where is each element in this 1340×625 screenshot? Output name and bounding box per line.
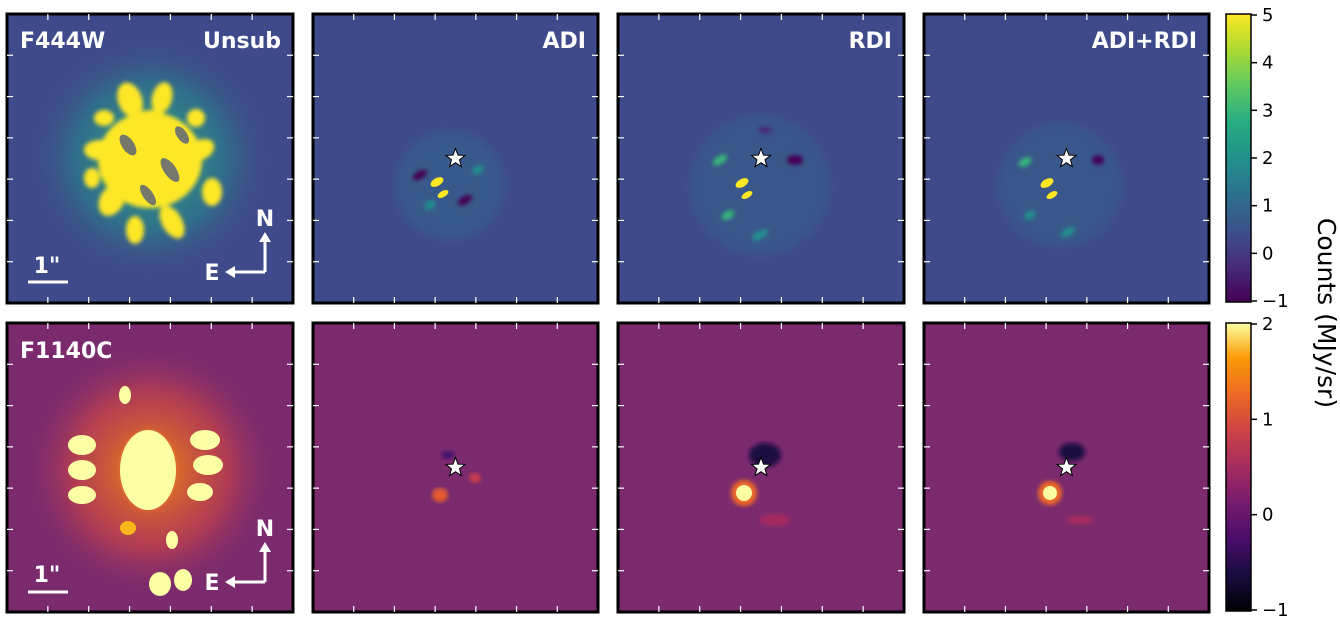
- subtraction-hole: [749, 443, 781, 467]
- label-method-rdi: RDI: [849, 29, 892, 54]
- panel-ticks: [7, 14, 1209, 612]
- scale-bar-row1: 1": [28, 254, 68, 284]
- colorbar-tick-label: 3: [1262, 100, 1273, 121]
- compass-east: E: [204, 261, 219, 286]
- colorbar-ticks: 5 4 3 2 1 0 −1: [1251, 5, 1289, 312]
- star-icon: [1055, 456, 1078, 477]
- colorbar-tick-label: −1: [1262, 600, 1289, 621]
- arrow-left-icon: [225, 576, 235, 588]
- planet-signal: [1038, 481, 1062, 505]
- colorbar-tick-label: −1: [1262, 291, 1289, 312]
- colorbar-viridis: 5 4 3 2 1 0 −1: [1225, 5, 1289, 312]
- panel-f444w-unsub: [5, 12, 295, 305]
- residual-blob: [432, 488, 448, 502]
- residual-speckles: [1018, 155, 1104, 238]
- star-icon: [1055, 147, 1078, 168]
- arrow-up-icon: [259, 542, 271, 552]
- colorbar-tick-label: 2: [1262, 314, 1273, 335]
- colorbar-tick-label: 2: [1262, 148, 1273, 169]
- compass-north: N: [256, 517, 274, 542]
- label-filter-f444w: F444W: [20, 29, 105, 54]
- colorbar-tick-label: 4: [1262, 53, 1273, 74]
- speckle-gaps: [119, 126, 190, 206]
- colorbar-label: Counts (MJy/sr): [1312, 218, 1340, 408]
- planet-signal: [735, 178, 753, 199]
- star-icon: [444, 147, 467, 168]
- panel-f444w-rdi: [616, 12, 906, 305]
- planet-signal: [430, 177, 449, 198]
- colorbar-tick-label: 0: [1262, 505, 1273, 526]
- compass-row1: N E: [204, 207, 274, 286]
- compass-east: E: [204, 571, 219, 596]
- colorbar-inferno: 2 1 0 −1: [1225, 314, 1289, 621]
- residual-speckles: [712, 126, 803, 241]
- colorbar-tick-label: 1: [1262, 409, 1273, 430]
- colorbar-ticks: 2 1 0 −1: [1251, 314, 1289, 621]
- panel-f1140c-unsub: [5, 321, 295, 614]
- scale-bar-label: 1": [34, 563, 61, 588]
- label-method-adi-rdi: ADI+RDI: [1092, 29, 1197, 54]
- colorbar-tick-label: 1: [1262, 196, 1273, 217]
- planet-signal: [1040, 178, 1058, 199]
- label-method-adi: ADI: [543, 29, 586, 54]
- star-markers: [444, 147, 1078, 477]
- scale-bar-label: 1": [34, 254, 61, 279]
- label-method-unsub: Unsub: [203, 29, 281, 54]
- star-icon: [750, 456, 772, 477]
- label-filter-f1140c: F1140C: [20, 339, 112, 364]
- compass-north: N: [256, 207, 274, 232]
- star-icon: [750, 147, 772, 168]
- subtraction-hole: [1059, 443, 1085, 461]
- residual-speckles: [412, 165, 484, 210]
- arrow-up-icon: [259, 232, 271, 242]
- scale-bar-row2: 1": [28, 563, 68, 594]
- arrow-left-icon: [225, 266, 235, 278]
- star-icon: [444, 456, 467, 477]
- compass-row2: N E: [204, 517, 274, 596]
- planet-signal: [731, 480, 757, 506]
- colorbar-tick-label: 0: [1262, 243, 1273, 264]
- psf-lobes: [68, 386, 223, 596]
- colorbar-tick-label: 5: [1262, 5, 1273, 26]
